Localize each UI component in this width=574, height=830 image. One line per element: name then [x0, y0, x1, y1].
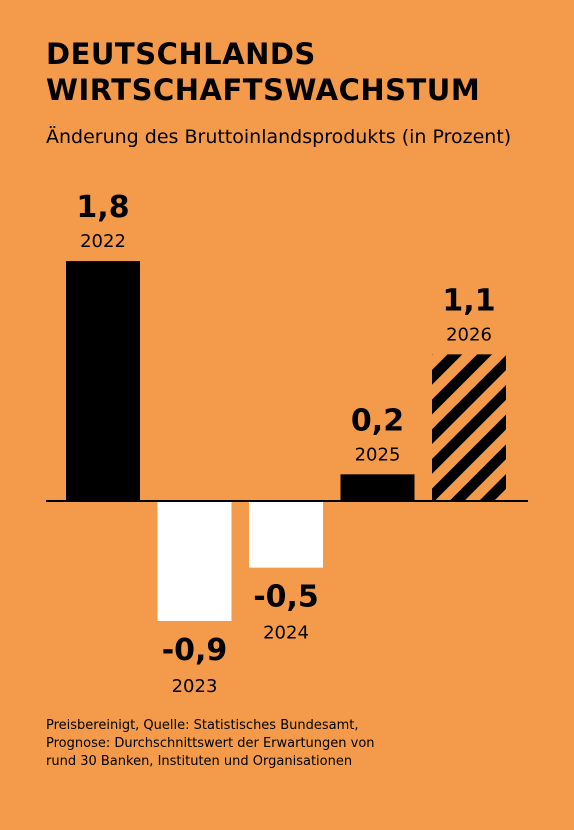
- footnote-line-3: rund 30 Banken, Instituten und Organisat…: [46, 754, 353, 769]
- footnote-line-2: Prognose: Durchschnittswert der Erwartun…: [46, 736, 375, 751]
- chart-subtitle: Änderung des Bruttoinlandsprodukts (in P…: [46, 126, 512, 148]
- bar-2023: [157, 501, 232, 621]
- footnote: Preisbereinigt, Quelle: Statistisches Bu…: [46, 717, 375, 771]
- value-label-2023: -0,9: [162, 633, 228, 668]
- year-label-2026: 2026: [446, 324, 492, 345]
- value-label-2022: 1,8: [76, 190, 129, 225]
- year-label-2024: 2024: [263, 623, 309, 644]
- bar-chart: 1,8 2022 -0,9 2023 -0,5 2024 0,2 2025 1,1 2026: [46, 190, 528, 697]
- value-label-2025: 0,2: [351, 403, 404, 438]
- bar-2024: [249, 501, 323, 568]
- footnote-line-1: Preisbereinigt, Quelle: Statistisches Bu…: [46, 718, 359, 733]
- year-label-2022: 2022: [80, 231, 126, 252]
- year-label-2023: 2023: [172, 676, 218, 697]
- value-label-2026: 1,1: [442, 283, 495, 318]
- bar-2026: [432, 354, 506, 501]
- year-label-2025: 2025: [355, 444, 401, 465]
- chart-title: DEUTSCHLANDS WIRTSCHAFTSWACHSTUM: [46, 36, 480, 108]
- title-line-2: WIRTSCHAFTSWACHSTUM: [46, 73, 481, 107]
- value-label-2024: -0,5: [253, 580, 319, 615]
- bar-2025: [340, 474, 415, 501]
- bar-2022: [66, 261, 140, 501]
- title-line-1: DEUTSCHLANDS: [46, 37, 316, 71]
